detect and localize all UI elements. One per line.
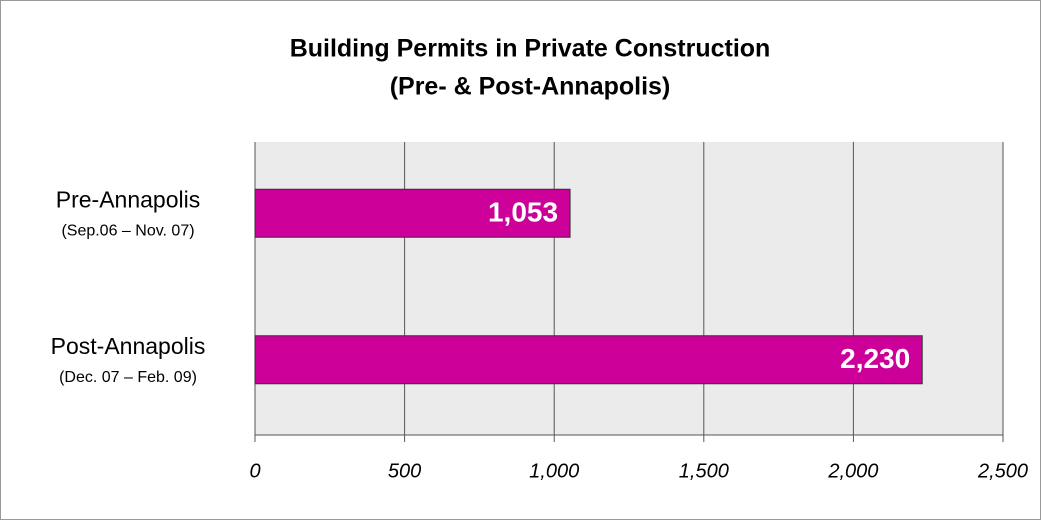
x-tick-label: 1,000 [529, 460, 579, 482]
x-tick-label: 2,000 [827, 460, 878, 482]
bar [254, 335, 923, 385]
x-tick-label: 0 [249, 460, 260, 482]
y-tick-label: Post-Annapolis [51, 333, 206, 359]
y-tick-sublabel: (Sep.06 – Nov. 07) [61, 222, 194, 239]
value-label: 1,053 [488, 197, 558, 228]
plot-area [255, 142, 1003, 435]
x-tick-label: 1,500 [679, 460, 729, 482]
chart-title: Building Permits in Private Construction [290, 35, 771, 63]
y-tick-label: Pre-Annapolis [56, 186, 200, 212]
x-tick-label: 2,500 [977, 460, 1028, 482]
bar [254, 188, 571, 238]
value-label: 2,230 [840, 343, 910, 374]
chart-subtitle: (Pre- & Post-Annapolis) [390, 73, 671, 101]
y-tick-sublabel: (Dec. 07 – Feb. 09) [59, 369, 197, 386]
x-tick-label: 500 [388, 460, 421, 482]
